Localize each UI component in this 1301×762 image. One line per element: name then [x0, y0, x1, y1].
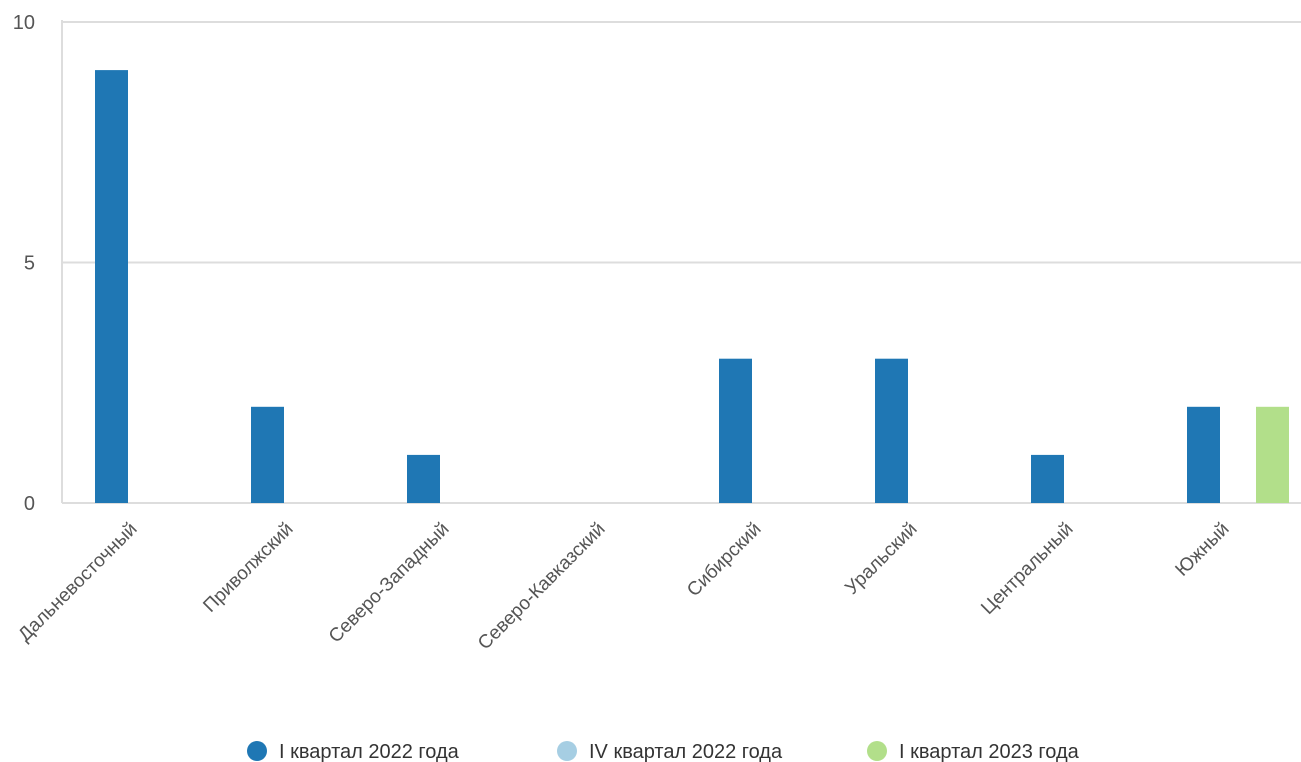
y-tick-label: 0 — [24, 493, 35, 515]
legend: I квартал 2022 года IV квартал 2022 года I… — [247, 741, 1080, 762]
bar — [1031, 454, 1064, 503]
x-tick-label: Северо-Западный — [325, 519, 454, 648]
x-tick-label: Уральский — [841, 519, 921, 599]
y-tick-label: 5 — [24, 253, 35, 275]
x-tick-label: Центральный — [977, 519, 1077, 619]
bar — [1256, 406, 1289, 503]
legend-marker — [247, 741, 267, 761]
bar — [719, 358, 752, 503]
y-tick-label: 10 — [13, 12, 35, 34]
legend-item[interactable]: I квартал 2023 года — [867, 741, 1080, 762]
legend-marker — [867, 741, 887, 761]
x-tick-label: Южный — [1172, 519, 1234, 581]
y-axis: 0 5 10 — [13, 12, 63, 515]
legend-label: I квартал 2022 года — [279, 741, 460, 762]
x-tick-label: Северо-Кавказский — [474, 519, 609, 654]
gridlines — [62, 21, 1301, 504]
bar — [95, 70, 128, 503]
x-tick-label: Приволжский — [199, 519, 297, 617]
legend-marker — [557, 741, 577, 761]
bars — [95, 70, 1289, 503]
legend-label: I квартал 2023 года — [899, 741, 1080, 762]
legend-item[interactable]: IV квартал 2022 года — [557, 741, 783, 762]
bar — [251, 406, 284, 503]
legend-label: IV квартал 2022 года — [589, 741, 783, 762]
legend-item[interactable]: I квартал 2022 года — [247, 741, 460, 762]
x-tick-label: Сибирский — [683, 519, 765, 601]
bar — [875, 358, 908, 503]
bar — [407, 454, 440, 503]
x-tick-label: Дальневосточный — [14, 519, 141, 646]
x-axis: Дальневосточный Приволжский Северо-Западны… — [14, 519, 1233, 654]
bar — [1187, 406, 1220, 503]
